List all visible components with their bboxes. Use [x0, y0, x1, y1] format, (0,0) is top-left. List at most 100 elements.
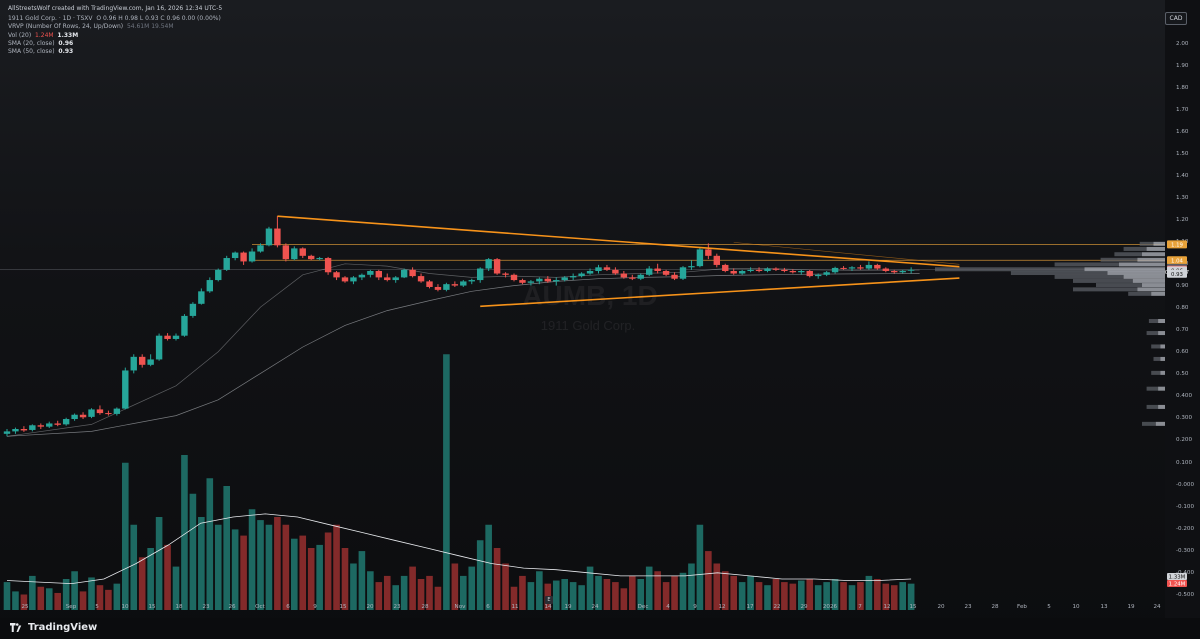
volume-bar	[417, 579, 425, 610]
candle-body	[274, 228, 281, 246]
candle-body	[891, 271, 898, 273]
volume-bar	[907, 583, 915, 610]
volume-bar	[806, 579, 814, 610]
tradingview-brand[interactable]: TradingView	[10, 622, 97, 633]
volume-bar	[519, 575, 526, 610]
candle-body	[907, 269, 915, 271]
candle-body	[299, 248, 306, 256]
volume-bar	[772, 579, 780, 610]
candle-body	[806, 271, 813, 277]
volume-profile-bar-up	[1158, 386, 1165, 391]
volume-bar	[629, 575, 636, 610]
volume-profile-bar-down	[1148, 319, 1159, 324]
price-tick: 0.70	[1176, 327, 1189, 333]
volume-bar	[755, 582, 763, 610]
candle-body	[730, 271, 737, 274]
volume-bar	[79, 591, 87, 610]
goto-marker[interactable]: E	[545, 596, 553, 604]
candle-body	[282, 245, 290, 260]
volume-bar	[476, 540, 484, 610]
price-tick: 1.50	[1176, 151, 1189, 157]
volume-bar	[552, 580, 560, 610]
volume-bar	[223, 486, 230, 610]
volume-bar	[831, 579, 839, 610]
volume-bar	[324, 532, 332, 610]
candle-body	[324, 258, 332, 273]
candle-body	[316, 258, 323, 260]
price-tick: 1.90	[1176, 63, 1189, 69]
candle-body	[722, 264, 729, 271]
volume-profile-bar-up	[1123, 274, 1165, 279]
price-label-bg	[1167, 269, 1187, 278]
candle-body	[578, 273, 585, 277]
vrvp-label[interactable]: VRVP (Number Of Rows, 24, Up/Down)	[8, 23, 124, 31]
volume-bar	[291, 538, 298, 610]
time-tick: 2026	[823, 604, 838, 610]
time-tick: 9	[693, 604, 697, 610]
volume-bar	[12, 591, 19, 610]
time-tick: 6	[286, 604, 290, 610]
candle-body	[147, 359, 154, 365]
candle-body	[815, 274, 822, 277]
price-tick: -0.100	[1176, 504, 1194, 510]
volume-profile-bar-up	[1160, 356, 1165, 361]
vol-label[interactable]: Vol (20)	[8, 31, 32, 39]
time-tick: 5	[95, 604, 99, 610]
candle-body	[738, 271, 746, 274]
volume-bar	[358, 551, 366, 610]
volume-bar	[214, 524, 222, 610]
vol-value-1: 1.24M	[35, 31, 54, 39]
candle-body	[96, 409, 104, 414]
candle-body	[798, 271, 805, 273]
volume-profile-bar-up	[1158, 404, 1165, 409]
volume-bar	[307, 548, 315, 610]
sma20-label[interactable]: SMA (20, close)	[8, 39, 55, 47]
candle-body	[240, 252, 247, 262]
candle-body	[781, 269, 788, 271]
volume-profile-bar-up	[1142, 252, 1165, 257]
footer-bar: TradingView	[0, 618, 1200, 639]
candle-body	[831, 267, 839, 273]
time-tick: 15	[148, 604, 156, 610]
candle-body	[248, 251, 256, 262]
time-tick: 20	[366, 604, 374, 610]
time-tick: 23	[393, 604, 401, 610]
volume-bar	[485, 524, 492, 610]
time-tick: 24	[1153, 604, 1161, 610]
volume-bar	[155, 517, 163, 610]
volume-bar	[88, 577, 95, 610]
volume-profile-bar-down	[1142, 421, 1156, 426]
volume-profile-bar-up	[1107, 271, 1165, 276]
volume-bar	[713, 563, 721, 610]
volume-bar	[679, 572, 687, 610]
time-tick: 24	[591, 604, 599, 610]
candle-body	[341, 277, 349, 282]
volume-bar	[840, 582, 847, 610]
volume-bar	[536, 571, 543, 610]
price-tick: -0.000	[1176, 482, 1194, 488]
currency-button[interactable]: CAD	[1165, 12, 1187, 25]
sma50-line	[6, 273, 920, 437]
candle-body	[12, 429, 19, 432]
candle-body	[772, 268, 780, 270]
price-chart[interactable]: AUMB, 1D 1911 Gold Corp. 2.00 1.90 1.80 1.70 1…	[0, 0, 1200, 618]
volume-profile-bar-up	[1160, 370, 1165, 375]
price-tick: 1.60	[1176, 129, 1189, 135]
candle-body	[155, 335, 163, 360]
volume-bar	[367, 571, 374, 610]
volume-bar	[645, 566, 653, 610]
volume-bar	[764, 585, 771, 610]
volume-bar	[240, 535, 247, 610]
time-tick: 10	[121, 604, 129, 610]
candle-body	[857, 267, 864, 269]
candle-body	[417, 276, 425, 282]
symbol-line[interactable]: 1911 Gold Corp. · 1D · TSXV	[8, 15, 93, 23]
candle-body	[409, 269, 416, 277]
sma20-value: 0.96	[58, 39, 74, 47]
volume-bar	[62, 579, 70, 610]
volume-bar	[113, 583, 121, 610]
candle-body	[231, 252, 239, 259]
price-tick: 0.200	[1176, 437, 1192, 443]
volume-bar	[654, 571, 661, 610]
sma50-label[interactable]: SMA (50, close)	[8, 48, 55, 56]
